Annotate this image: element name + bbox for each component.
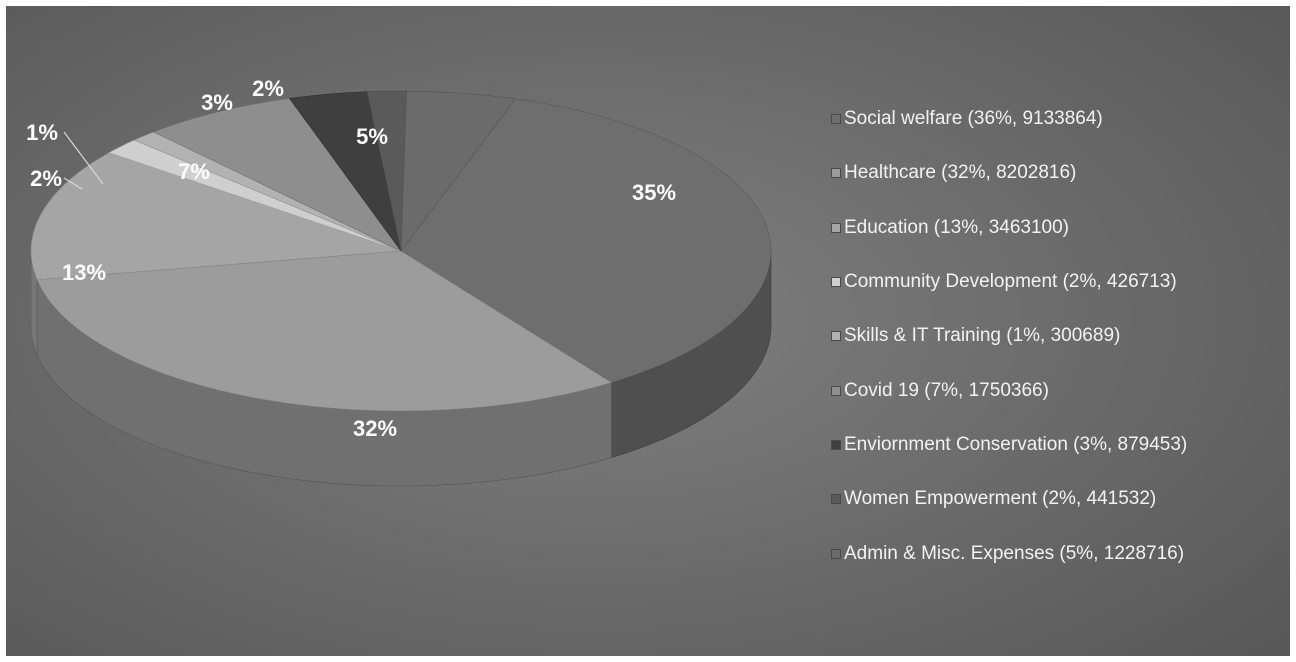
data-label-healthcare: 32% bbox=[353, 416, 397, 441]
legend: Social welfare (36%, 9133864) Healthcare … bbox=[832, 92, 1187, 581]
legend-item-skills-it-training: Skills & IT Training (1%, 300689) bbox=[832, 309, 1187, 363]
legend-label: Healthcare (32%, 8202816) bbox=[844, 162, 1077, 184]
legend-swatch bbox=[832, 169, 840, 178]
legend-item-education: Education (13%, 3463100) bbox=[832, 201, 1187, 255]
legend-item-women-empowerment: Women Empowerment (2%, 441532) bbox=[832, 472, 1187, 526]
leader-line-skills-it-training bbox=[63, 131, 104, 185]
legend-item-healthcare: Healthcare (32%, 8202816) bbox=[832, 146, 1187, 200]
data-label-education: 13% bbox=[62, 260, 106, 285]
legend-swatch bbox=[832, 495, 840, 504]
pie-slice-education bbox=[30, 152, 402, 281]
data-label-admin-misc-expenses: 5% bbox=[356, 124, 388, 149]
data-label-community-development: 2% bbox=[30, 166, 62, 191]
legend-swatch bbox=[832, 278, 840, 287]
legend-label: Community Development (2%, 426713) bbox=[844, 271, 1177, 293]
legend-swatch bbox=[832, 223, 840, 232]
legend-swatch bbox=[832, 549, 840, 558]
leader-line-community-development bbox=[63, 177, 83, 190]
legend-swatch bbox=[832, 386, 840, 395]
pie-slice-covid-19 bbox=[152, 98, 402, 252]
legend-label: Covid 19 (7%, 1750366) bbox=[844, 379, 1049, 401]
legend-label: Social welfare (36%, 9133864) bbox=[844, 108, 1103, 130]
legend-item-enviornment-conservation: Enviornment Conservation (3%, 879453) bbox=[832, 418, 1187, 472]
data-label-covid-19: 7% bbox=[178, 159, 210, 184]
legend-swatch bbox=[832, 440, 840, 449]
legend-swatch bbox=[832, 332, 840, 341]
pie-slice-admin-misc-expenses bbox=[400, 90, 516, 252]
legend-label: Skills & IT Training (1%, 300689) bbox=[844, 325, 1121, 347]
legend-swatch bbox=[832, 115, 840, 124]
data-label-women-empowerment: 2% bbox=[252, 76, 284, 101]
legend-item-social-welfare: Social welfare (36%, 9133864) bbox=[832, 92, 1187, 146]
legend-label: Enviornment Conservation (3%, 879453) bbox=[844, 433, 1188, 455]
pie-slice-social-welfare bbox=[400, 98, 772, 383]
data-label-enviornment-conservation: 3% bbox=[201, 90, 233, 115]
legend-item-community-development: Community Development (2%, 426713) bbox=[832, 255, 1187, 309]
legend-label: Women Empowerment (2%, 441532) bbox=[844, 488, 1157, 510]
pie-slice-healthcare bbox=[36, 250, 613, 412]
legend-item-covid-19: Covid 19 (7%, 1750366) bbox=[832, 363, 1187, 417]
pie-chart: 35% 32% 13% 2% 1% 7% 3% 2% 5% bbox=[26, 76, 772, 487]
legend-item-admin-misc-expenses: Admin & Misc. Expenses (5%, 1228716) bbox=[832, 526, 1187, 580]
data-label-skills-it-training: 1% bbox=[26, 120, 58, 145]
legend-label: Education (13%, 3463100) bbox=[844, 216, 1069, 238]
legend-label: Admin & Misc. Expenses (5%, 1228716) bbox=[844, 542, 1185, 564]
chart-area: 35% 32% 13% 2% 1% 7% 3% 2% 5% Social welfare (36… bbox=[6, 6, 1290, 656]
data-label-social-welfare: 35% bbox=[632, 180, 676, 205]
